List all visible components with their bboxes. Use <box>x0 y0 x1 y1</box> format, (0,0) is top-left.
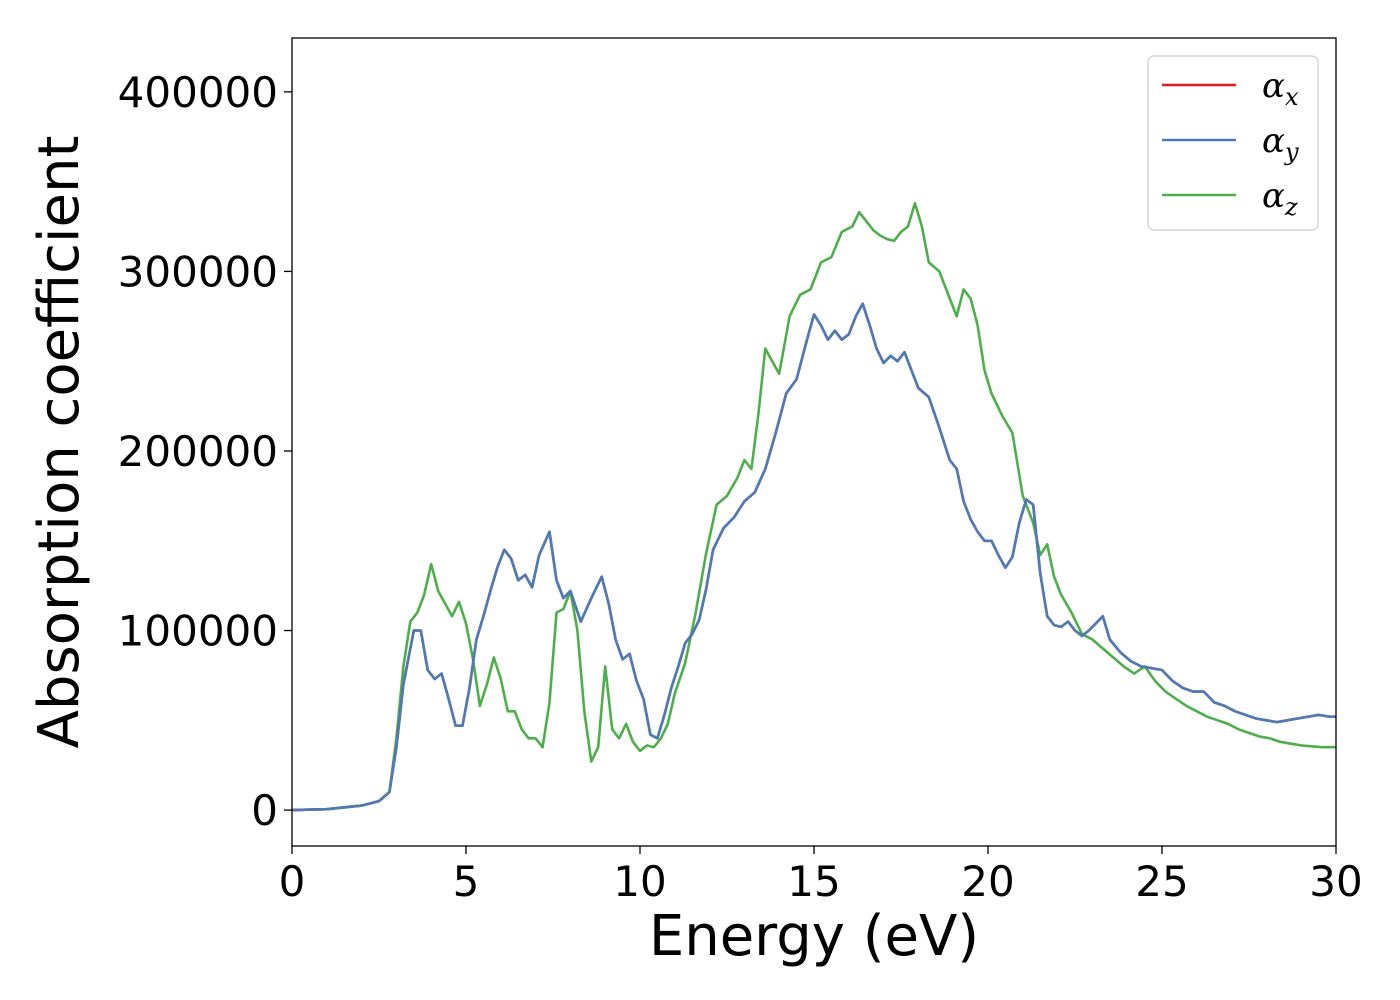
y-tick-label: 100000 <box>118 607 278 656</box>
y-tick-label: 200000 <box>118 427 278 476</box>
x-tick-label: 10 <box>613 857 666 906</box>
x-tick-label: 5 <box>453 857 480 906</box>
x-tick-label: 20 <box>961 857 1014 906</box>
y-tick-label: 400000 <box>118 68 278 117</box>
x-axis-title: Energy (eV) <box>649 904 979 969</box>
series-line-z <box>291 201 1336 812</box>
x-tick-label: 25 <box>1135 857 1188 906</box>
series-line-x <box>291 302 1336 812</box>
x-tick-label: 15 <box>787 857 840 906</box>
x-tick-label: 0 <box>279 857 306 906</box>
legend-label-z: αz <box>1262 176 1298 221</box>
legend-label-x: αx <box>1262 66 1299 111</box>
y-axis-title: Absorption coefficient <box>27 136 92 749</box>
ticks-layer: 0 5 10 15 20 25 30 0 100000 200000 300000 400000 <box>118 68 1363 906</box>
x-tick-label: 30 <box>1309 857 1362 906</box>
series-line-y <box>291 302 1336 812</box>
y-tick-label: 0 <box>251 786 278 835</box>
series-layer <box>291 201 1336 812</box>
legend-box <box>1147 55 1319 231</box>
legend-label-y: αy <box>1262 121 1299 166</box>
legend-entries: αx αy αz <box>1162 66 1299 221</box>
legend: αx αy αz <box>1147 55 1319 231</box>
y-tick-label: 300000 <box>118 247 278 296</box>
